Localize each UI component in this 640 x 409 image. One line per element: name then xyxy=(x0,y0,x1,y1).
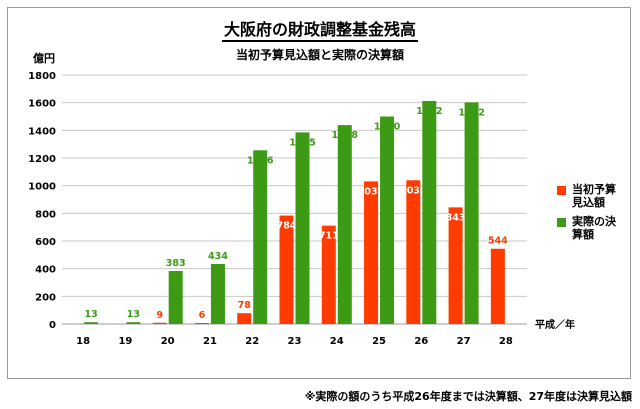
bar-budget xyxy=(448,207,463,324)
bar-budget xyxy=(152,322,167,324)
data-label-actual: 1438 xyxy=(332,130,359,141)
y-tick-label: 800 xyxy=(35,209,56,220)
data-label-budget: 544 xyxy=(488,236,508,247)
bar-budget xyxy=(279,215,294,324)
bar-budget xyxy=(194,323,209,324)
legend-item-budget: 当初予算見込額 xyxy=(557,183,620,209)
x-axis-unit-label: 平成／年 xyxy=(535,320,575,331)
y-tick-label: 400 xyxy=(35,265,56,276)
bar-actual xyxy=(126,322,141,324)
y-tick-label: 200 xyxy=(35,292,56,303)
y-axis-unit-label: 億円 xyxy=(33,52,55,65)
bar-actual xyxy=(295,132,310,324)
x-tick-label: 27 xyxy=(457,336,471,347)
data-label-budget: 843 xyxy=(446,212,466,223)
legend-label-budget: 当初予算見込額 xyxy=(572,183,616,209)
x-tick-label: 24 xyxy=(330,336,344,347)
x-tick-label: 26 xyxy=(414,336,428,347)
bar-budget xyxy=(490,248,505,324)
footnote: ※実際の額のうち平成26年度までは決算額、27年度は決算見込額 xyxy=(304,390,632,403)
data-label-actual: 383 xyxy=(166,258,186,269)
x-tick-label: 21 xyxy=(203,336,217,347)
bar-budget xyxy=(321,225,336,324)
data-label-budget: 784 xyxy=(277,221,297,232)
bar-actual xyxy=(84,322,99,324)
data-label-actual: 13 xyxy=(85,309,98,320)
x-tick-label: 20 xyxy=(161,336,175,347)
x-tick-label: 25 xyxy=(372,336,386,347)
bar-budget xyxy=(237,313,252,324)
bar-actual xyxy=(337,125,352,325)
legend-item-actual: 実際の決算額 xyxy=(557,215,620,241)
data-label-budget: 9 xyxy=(156,310,163,321)
data-label-budget: 1039 xyxy=(400,185,426,196)
bar-actual xyxy=(168,271,183,324)
y-tick-label: 1000 xyxy=(28,182,56,193)
y-tick-label: 1400 xyxy=(28,126,56,137)
bar-actual xyxy=(210,263,225,324)
data-label-actual: 1256 xyxy=(247,155,274,166)
chart-frame xyxy=(7,7,631,379)
y-tick-label: 600 xyxy=(35,237,56,248)
bar-actual xyxy=(464,102,479,324)
x-tick-label: 28 xyxy=(499,336,513,347)
legend-swatch-actual xyxy=(557,218,566,227)
data-label-actual: 1500 xyxy=(374,122,401,133)
bar-actual xyxy=(253,150,268,324)
bar-actual xyxy=(422,101,437,324)
data-label-actual: 434 xyxy=(208,251,228,262)
y-tick-label: 0 xyxy=(49,320,56,331)
data-label-actual: 1385 xyxy=(289,137,315,148)
x-tick-label: 18 xyxy=(76,336,90,347)
y-tick-label: 1200 xyxy=(28,154,56,165)
y-tick-label: 1800 xyxy=(28,71,56,82)
legend-swatch-budget xyxy=(557,186,566,195)
chart-subtitle: 当初予算見込額と実際の決算額 xyxy=(235,48,404,62)
x-tick-label: 23 xyxy=(288,336,302,347)
data-label-budget: 711 xyxy=(319,231,339,242)
x-tick-label: 19 xyxy=(118,336,132,347)
chart-legend: 当初予算見込額 実際の決算額 xyxy=(557,183,620,247)
data-label-actual: 13 xyxy=(127,309,140,320)
data-label-actual: 1612 xyxy=(416,106,442,117)
bar-actual xyxy=(380,116,395,324)
x-tick-label: 22 xyxy=(245,336,259,347)
bar-budget xyxy=(406,180,421,324)
data-label-budget: 78 xyxy=(238,300,252,311)
y-tick-label: 1600 xyxy=(28,99,56,110)
bar-budget xyxy=(364,181,379,324)
legend-label-actual: 実際の決算額 xyxy=(572,215,616,241)
chart-title: 大阪府の財政調整基金残高 xyxy=(0,16,640,42)
data-label-actual: 1602 xyxy=(458,107,484,118)
data-label-budget: 6 xyxy=(199,310,206,321)
data-label-budget: 1031 xyxy=(358,186,384,197)
